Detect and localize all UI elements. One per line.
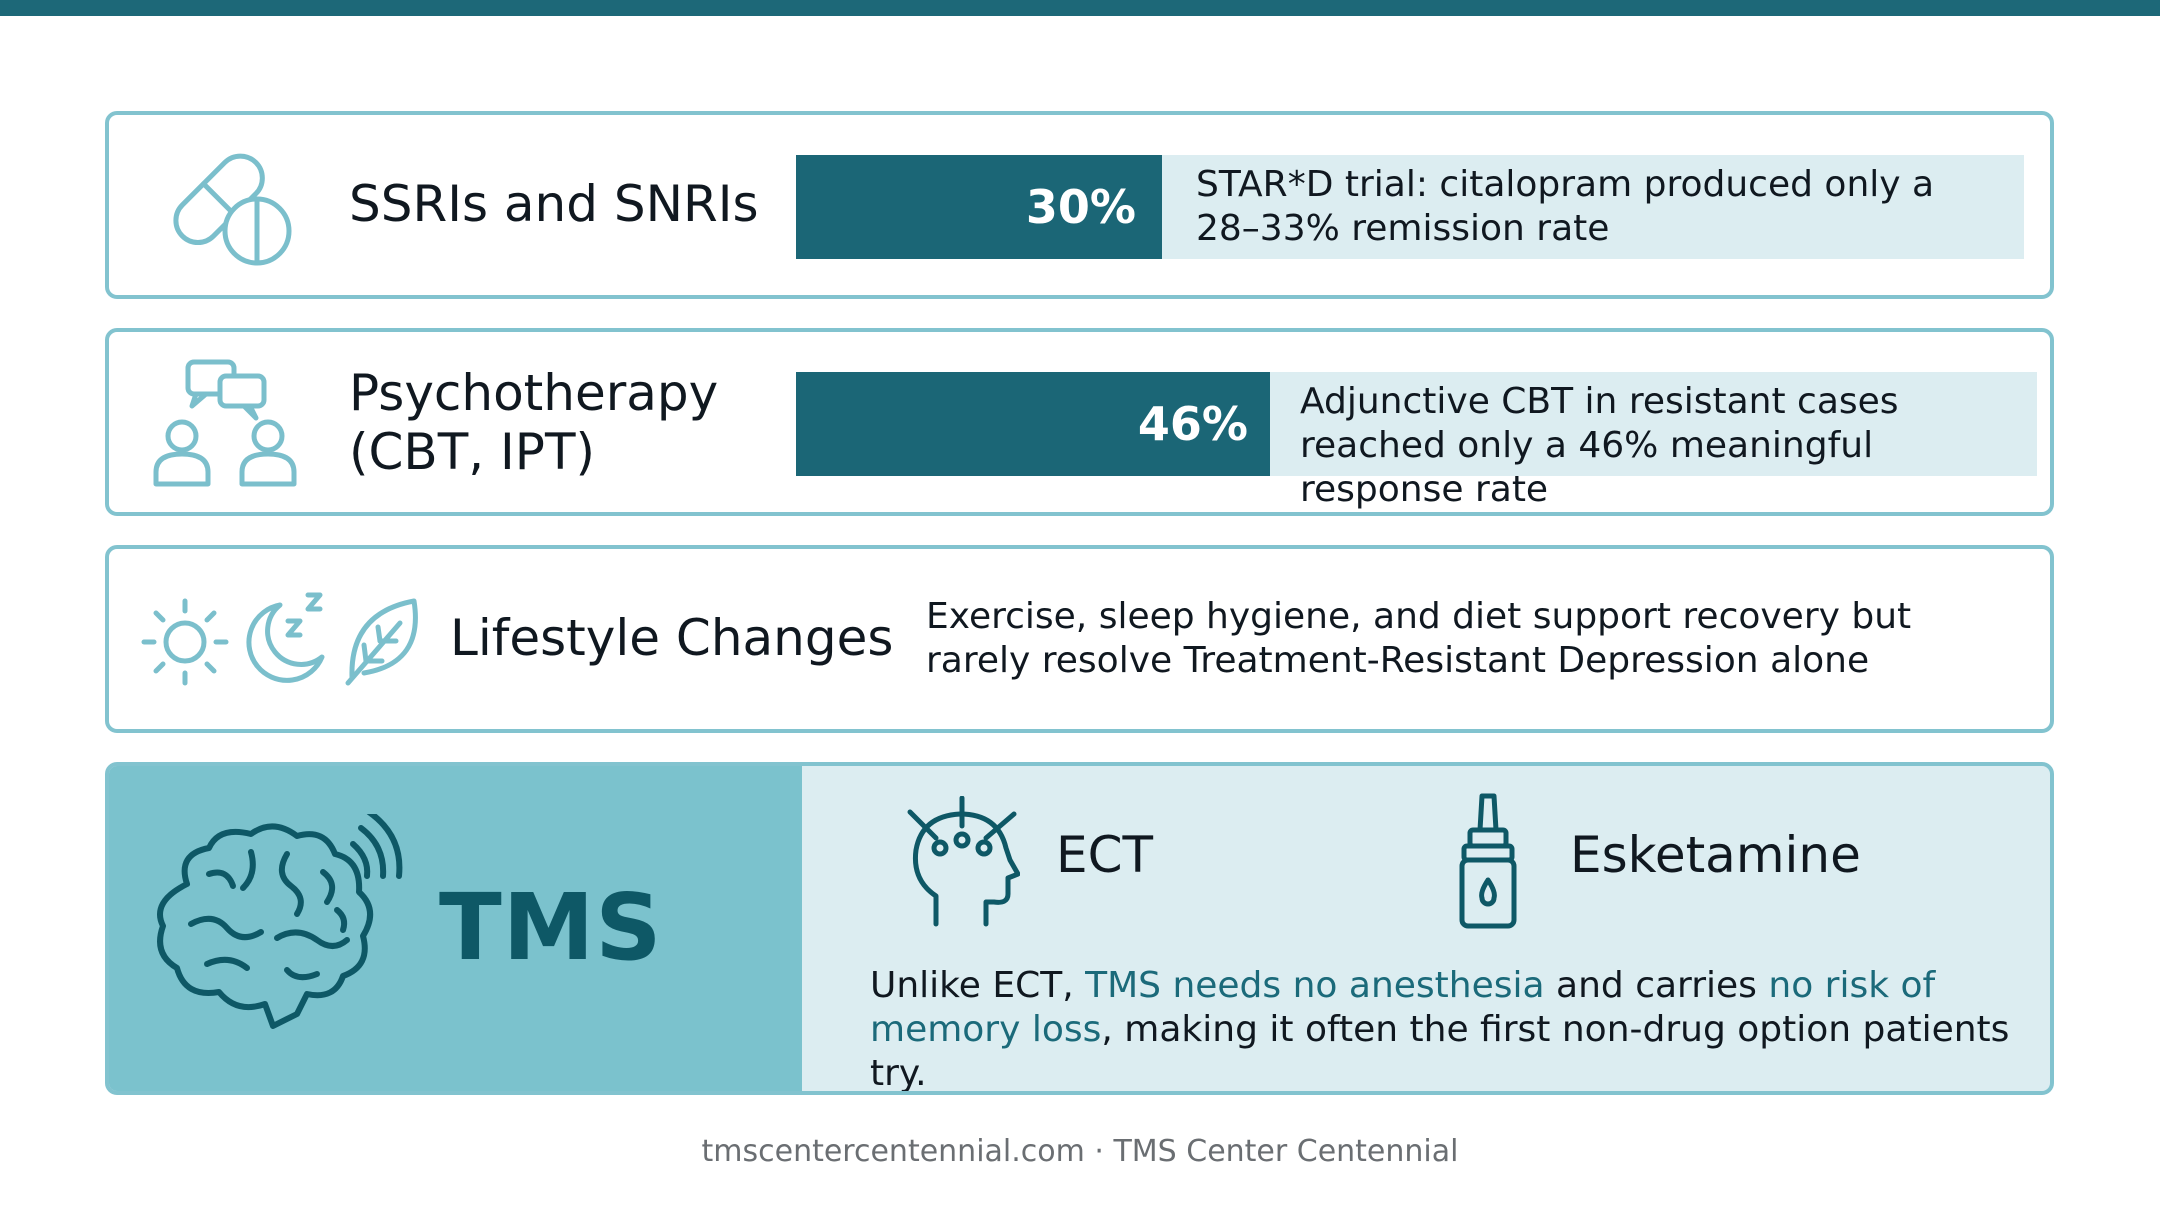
therapy-conversation-icon (152, 358, 302, 492)
tms-title: TMS (439, 874, 663, 981)
treatment-name: Lifestyle Changes (450, 609, 894, 667)
alternative-label-esketamine: Esketamine (1570, 826, 1861, 884)
tms-description-text: , making it often the first non-drug opt… (870, 1009, 2010, 1094)
tms-description: Unlike ECT, TMS needs no anesthesia and … (870, 964, 2040, 1094)
treatment-name: Psychotherapy (CBT, IPT) (349, 364, 718, 481)
percent-label: 46% (1137, 397, 1248, 451)
moon-sleep-icon (242, 589, 332, 687)
percent-label: 30% (1025, 180, 1136, 234)
footer-source: tmscentercentennial.com · TMS Center Cen… (701, 1134, 1459, 1169)
result-note: Adjunctive CBT in resistant cases reache… (1300, 381, 1899, 510)
head-electrodes-icon (906, 796, 1020, 930)
result-bar-fill (796, 155, 1162, 259)
tms-description-text: Unlike ECT, (870, 965, 1086, 1006)
treatment-name: SSRIs and SNRIs (349, 175, 759, 233)
treatment-card-psychotherapy: Psychotherapy (CBT, IPT) 46% Adjunctive … (105, 328, 2054, 516)
pill-capsule-icon (162, 145, 296, 269)
treatment-name-line-2: (CBT, IPT) (349, 422, 595, 481)
tms-description-text: and carries (1544, 965, 1769, 1006)
treatment-card-lifestyle: Lifestyle Changes Exercise, sleep hygien… (105, 545, 2054, 733)
result-bar: 46% Adjunctive CBT in resistant cases re… (796, 372, 2037, 510)
treatment-card-ssri: SSRIs and SNRIs 30% STAR*D trial: citalo… (105, 111, 2054, 299)
result-bar: 30% STAR*D trial: citalopram produced on… (796, 155, 2024, 259)
result-bar-fill (796, 372, 1270, 476)
lifestyle-note: Exercise, sleep hygiene, and diet suppor… (926, 596, 1912, 681)
tms-highlight-panel: TMS (109, 766, 802, 1091)
tms-highlight-memory: no risk of memory loss (870, 965, 1936, 1050)
top-accent-bar (0, 0, 2160, 16)
alternative-label-ect: ECT (1056, 826, 1154, 884)
tms-highlight-anesthesia: TMS needs no anesthesia (1085, 965, 1545, 1006)
brain-waves-icon (147, 814, 407, 1044)
treatment-name-line-1: Psychotherapy (349, 364, 719, 422)
tms-card: TMS ECT Esketamine Unlike ECT, TMS needs… (105, 762, 2054, 1095)
result-note: STAR*D trial: citalopram produced only a… (1196, 164, 1935, 249)
sun-icon (139, 597, 231, 687)
leaf-icon (342, 593, 422, 687)
nasal-spray-icon (1456, 792, 1520, 932)
